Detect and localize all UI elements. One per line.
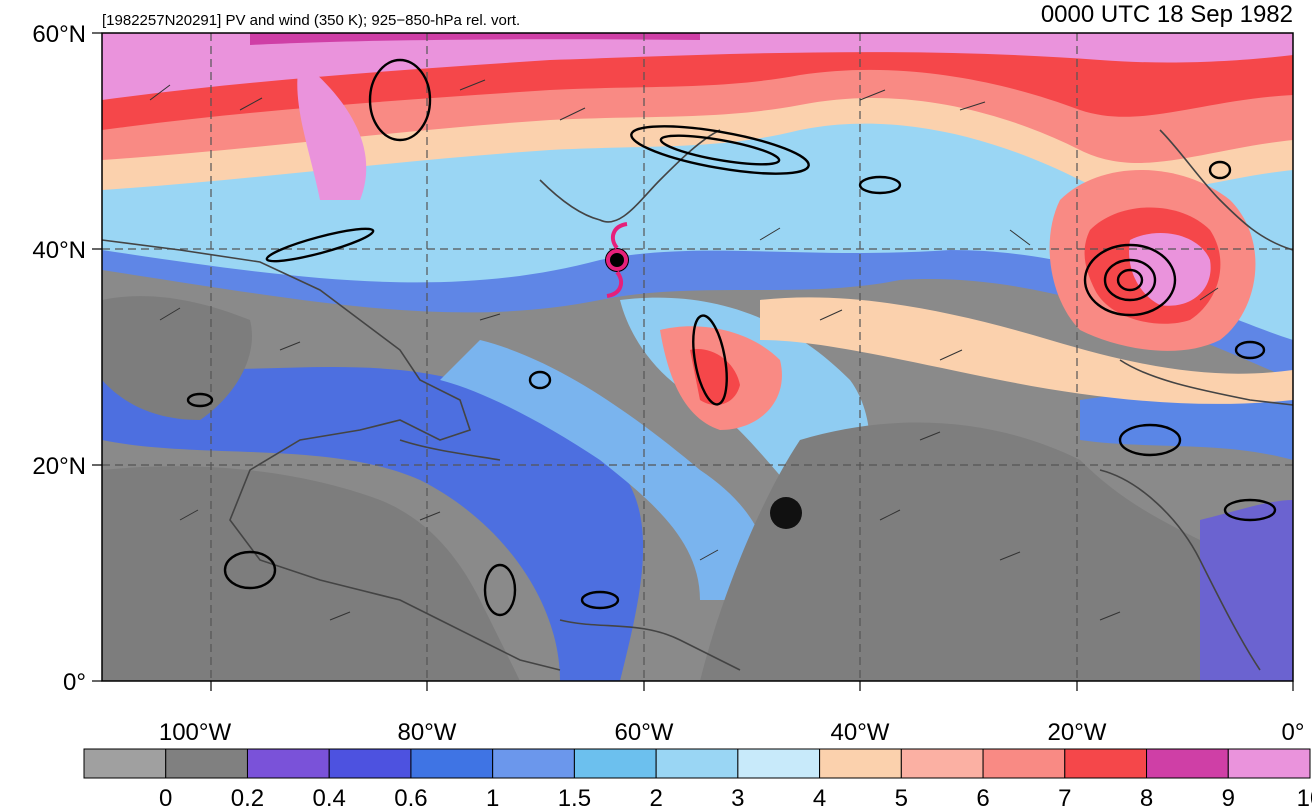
- colorbar: 0 0.2 0.4 0.6 1 1.5 2 3 4 5 6 7 8 9 10: [83, 748, 1312, 810]
- colorbar-swatch: [900, 748, 984, 779]
- map-title: [1982257N20291] PV and wind (350 K); 925…: [102, 12, 520, 29]
- longitude-labels: 100°W 80°W 60°W 40°W 20°W 0°: [159, 719, 1305, 746]
- colorbar-tick-label: 3: [731, 785, 744, 810]
- colorbar-tick-label: 0.6: [394, 785, 427, 810]
- pv-region-pink: [102, 33, 1293, 100]
- latitude-labels: 60°N 40°N 20°N 0°: [32, 21, 86, 696]
- pv-region-tropical-blue: [102, 360, 644, 681]
- colorbar-swatch: [328, 748, 412, 779]
- colorbar-tick-label: 6: [976, 785, 989, 810]
- lat-label: 40°N: [32, 237, 86, 264]
- wind-barb-field: [149, 79, 1219, 621]
- colorbar-swatch: [737, 748, 821, 779]
- colorbar-tick-label: 4: [813, 785, 826, 810]
- lat-label: 60°N: [32, 21, 86, 48]
- colorbar-tick-label: 0.2: [231, 785, 264, 810]
- lon-label: 40°W: [831, 719, 890, 746]
- lat-label: 0°: [63, 669, 86, 696]
- axis-ticks: [92, 32, 1294, 691]
- tropical-cyclone-icon: [605, 222, 629, 298]
- lat-label: 20°N: [32, 453, 86, 480]
- colorbar-swatch: [573, 748, 657, 779]
- colorbar-swatch: [492, 748, 575, 779]
- colorbar-swatch: [1227, 748, 1311, 779]
- lon-label: 60°W: [615, 719, 674, 746]
- colorbar-swatch: [165, 748, 248, 779]
- map-timestamp: 0000 UTC 18 Sep 1982: [1041, 1, 1293, 28]
- pv-region-gray-atlantic: [700, 422, 1200, 681]
- lon-label: 20°W: [1048, 719, 1107, 746]
- vorticity-contours: [186, 58, 1277, 617]
- pv-region-gray-west: [102, 466, 520, 681]
- colorbar-swatch: [1064, 748, 1148, 779]
- colorbar-tick-label: 0: [159, 785, 172, 810]
- colorbar-swatch: [819, 748, 902, 779]
- lon-label: 0°: [1282, 719, 1305, 746]
- colorbar-tick-label: 9: [1222, 785, 1235, 810]
- colorbar-tick-label: 7: [1058, 785, 1071, 810]
- colorbar-tick-label: 2: [649, 785, 662, 810]
- colorbar-tick-label: 5: [895, 785, 908, 810]
- colorbar-swatch: [246, 748, 330, 779]
- colorbar-tick-label: 0.4: [313, 785, 346, 810]
- colorbar-tick-label: 1: [486, 785, 499, 810]
- map-border: [101, 32, 1294, 682]
- colorbar-swatch: [410, 748, 494, 779]
- disturbance-marker: [770, 497, 802, 529]
- colorbar-swatch: [655, 748, 739, 779]
- lon-label: 80°W: [398, 719, 457, 746]
- graticule: [102, 33, 1293, 681]
- colorbar-tick-label: 8: [1140, 785, 1153, 810]
- map-panel: [102, 33, 1293, 681]
- lon-label: 100°W: [159, 719, 232, 746]
- colorbar-tick-label: 10: [1297, 785, 1312, 810]
- colorbar-swatch: [1146, 748, 1229, 779]
- colorbar-swatch: [982, 748, 1066, 779]
- colorbar-tick-label: 1.5: [558, 785, 591, 810]
- colorbar-swatch: [83, 748, 167, 779]
